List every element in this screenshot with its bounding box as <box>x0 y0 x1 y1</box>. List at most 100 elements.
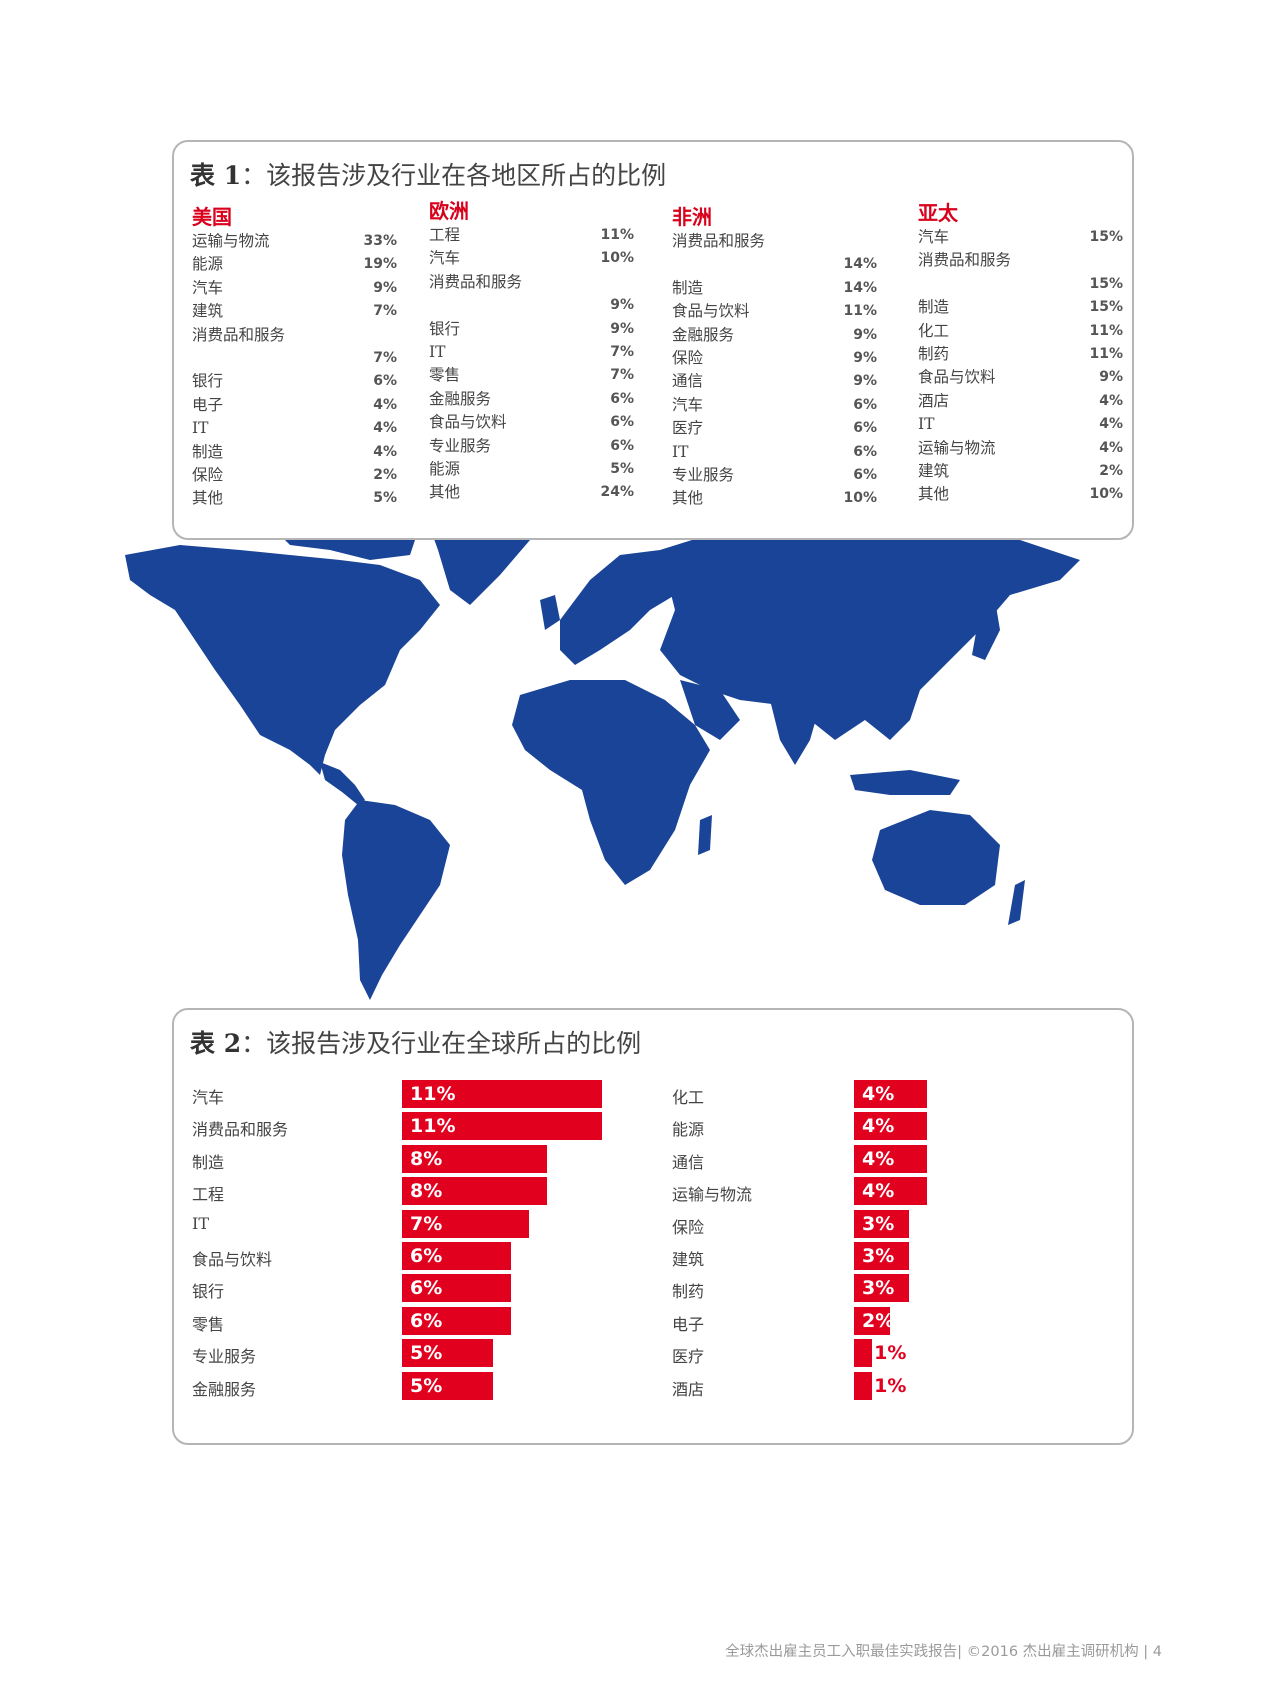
bar-label: 化工 <box>672 1088 705 1107</box>
industry-label: 金融服务 <box>429 389 492 408</box>
bar-label: 保险 <box>672 1217 705 1237</box>
industry-label: 通信 <box>672 372 704 391</box>
industry-percent: 6% <box>853 443 877 460</box>
industry-row: 通信 9% <box>672 370 877 393</box>
bar-row: 酒店 1% <box>174 1371 1114 1400</box>
industry-label: 能源 <box>429 459 461 478</box>
bar <box>854 1306 891 1335</box>
bar-row: 能源 4% <box>174 1112 1114 1141</box>
bar-value-label: 5% <box>410 1342 443 1365</box>
industry-row: 汽车 15% <box>918 226 1123 249</box>
industry-row: 零售 7% <box>429 364 634 387</box>
bar-value-label: 3% <box>862 1245 895 1267</box>
page-footer: 全球杰出雇主员工入职最佳实践报告| ©2016 杰出雇主调研机构 | 4 <box>725 1644 1162 1660</box>
industry-percent: 4% <box>373 420 397 437</box>
industry-label: 消费品和服务 <box>918 251 1012 270</box>
industry-row: 能源 19% <box>192 253 397 276</box>
industry-label: 食品与饮料 <box>918 368 996 387</box>
industry-row: 制药 11% <box>918 343 1123 366</box>
industry-percent: 7% <box>373 349 397 366</box>
bar-row: IT 7% <box>174 1209 1114 1238</box>
bar <box>854 1242 909 1270</box>
industry-label: 汽车 <box>918 228 950 246</box>
bar <box>854 1371 873 1400</box>
industry-percent: 7% <box>610 367 634 384</box>
bar-value-label: 4% <box>862 1180 895 1203</box>
industry-percent: 4% <box>1099 439 1123 456</box>
industry-row: 建筑 2% <box>918 460 1123 483</box>
industry-label: 建筑 <box>192 302 224 321</box>
bar-label: 制药 <box>672 1282 705 1302</box>
bar-value-label: 4% <box>862 1115 895 1138</box>
bar-value-label: 6% <box>410 1277 443 1300</box>
industry-row: 制造 4% <box>192 441 397 464</box>
industry-row: 银行 6% <box>192 370 397 393</box>
industry-label: IT <box>192 419 209 438</box>
industry-percent: 9% <box>610 297 634 314</box>
industry-percent: 4% <box>1099 392 1123 409</box>
region-europe: 欧洲 工程 11% 汽车 10% 消费品和服务 9% 银行 9% IT 7% 零售 7% 金融服务 6% 食… <box>429 198 634 505</box>
industry-row: 专业服务 6% <box>672 464 877 487</box>
industry-row: IT 6% <box>672 441 877 464</box>
bar-value-label: 4% <box>862 1147 895 1170</box>
bar-value-label: 4% <box>862 1083 895 1105</box>
regional-industry-table: 表 1：该报告涉及行业在各地区所占的比例 美国 运输与物流 33% 能源 19% 汽车 9… <box>172 140 1134 540</box>
bar <box>854 1339 873 1368</box>
industry-percent: 10% <box>600 250 634 267</box>
industry-row: 保险 2% <box>192 464 397 487</box>
map-north-america <box>125 545 440 775</box>
industry-row: 消费品和服务 <box>429 271 634 294</box>
bar <box>402 1339 493 1368</box>
industry-label: 保险 <box>192 465 224 484</box>
bar <box>854 1177 927 1206</box>
industry-row: 汽车 10% <box>429 247 634 270</box>
industry-row: 工程 11% <box>429 224 634 247</box>
industry-row: 其他 10% <box>918 483 1123 506</box>
industry-percent: 2% <box>1099 462 1123 479</box>
industry-label: 食品与饮料 <box>429 413 507 432</box>
bar <box>854 1080 927 1108</box>
industry-row: 金融服务 9% <box>672 324 877 347</box>
bar-row: 运输与物流 4% <box>174 1177 1114 1206</box>
map-madagascar <box>698 815 712 855</box>
map-asia <box>660 520 1080 740</box>
industry-percent: 6% <box>373 373 397 390</box>
bar-row: 专业服务 5% <box>174 1339 1114 1368</box>
bar <box>402 1371 493 1400</box>
industry-row: IT 7% <box>429 341 634 364</box>
bar-value-label: 3% <box>862 1277 895 1300</box>
region-name: 亚太 <box>918 201 958 225</box>
bar-value-label: 3% <box>862 1212 895 1235</box>
industry-percent: 7% <box>610 343 634 360</box>
industry-percent: 11% <box>600 227 634 243</box>
industry-label: 制造 <box>672 278 704 297</box>
bar <box>402 1080 602 1108</box>
industry-row: 制造 15% <box>918 296 1123 319</box>
industry-percent: 9% <box>1099 369 1123 386</box>
bar <box>402 1274 512 1303</box>
map-south-america <box>342 800 450 1000</box>
industry-percent: 33% <box>363 233 397 249</box>
industry-row: 其他 5% <box>192 487 397 510</box>
industry-percent: 4% <box>373 396 397 413</box>
industry-percent: 15% <box>1089 299 1123 316</box>
map-europe <box>560 550 680 665</box>
bar-row: 零售 6% <box>174 1306 1114 1335</box>
industry-row: 运输与物流 4% <box>918 437 1123 460</box>
industry-percent: 19% <box>363 256 397 273</box>
bar <box>402 1112 602 1141</box>
bar <box>402 1177 548 1206</box>
industry-row: IT 4% <box>192 417 397 440</box>
bar-label: 建筑 <box>672 1250 705 1269</box>
industry-label: 其他 <box>918 485 950 504</box>
bar <box>402 1144 548 1173</box>
industry-percent: 6% <box>610 390 634 407</box>
bar <box>402 1242 512 1270</box>
industry-percent: 6% <box>853 466 877 483</box>
industry-label: 电子 <box>192 395 224 414</box>
industry-row: 制造 14% <box>672 277 877 300</box>
map-africa <box>512 680 710 885</box>
industry-row: 汽车 6% <box>672 394 877 417</box>
industry-label: 工程 <box>429 226 461 244</box>
industry-row: 7% <box>192 347 397 370</box>
